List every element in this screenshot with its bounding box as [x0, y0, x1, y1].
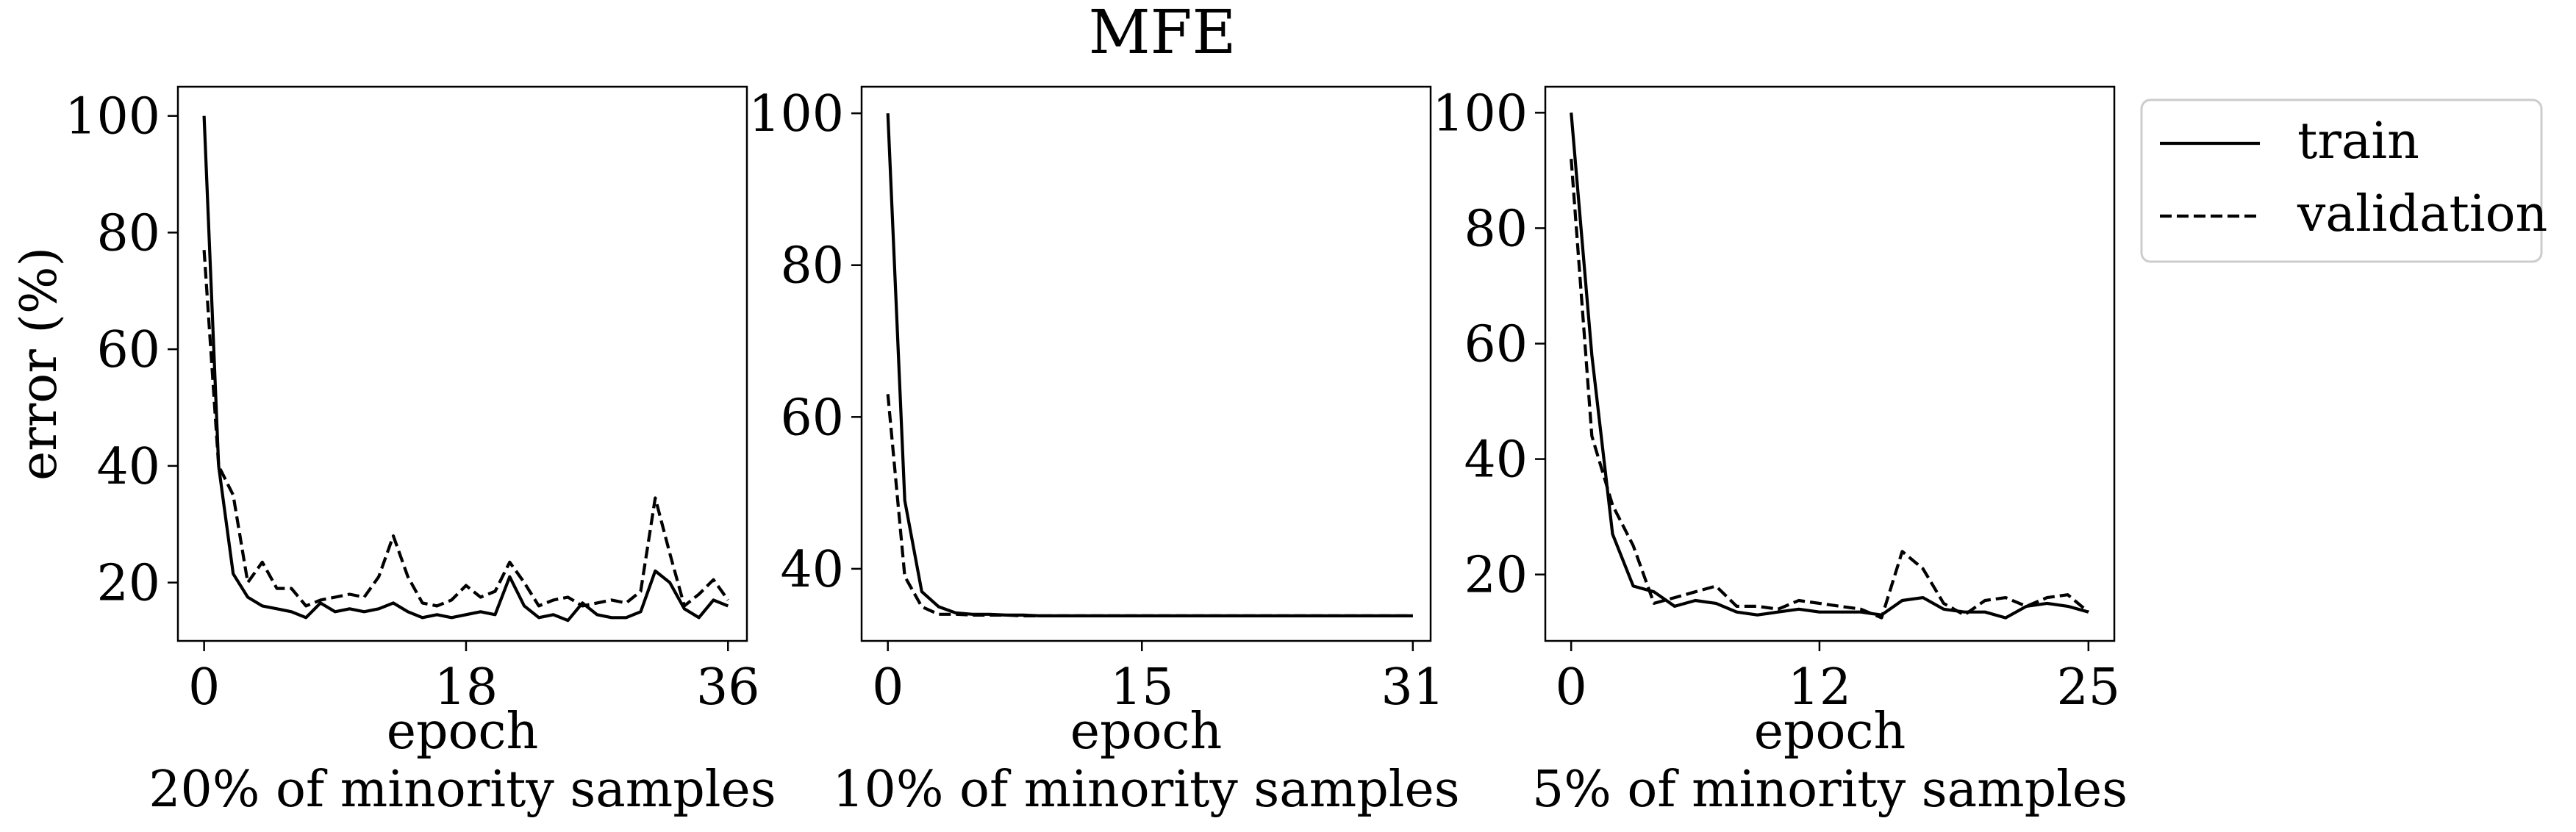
x-tick-label: 0: [872, 659, 904, 717]
x-tick-label: 31: [1381, 659, 1445, 717]
x-tick-label: 36: [696, 659, 760, 717]
y-tick-label: 60: [96, 321, 160, 379]
x-tick-label: 0: [188, 659, 220, 717]
figure-title: MFE: [1089, 0, 1237, 68]
series-train-line: [1570, 112, 2089, 620]
y-tick-label: 40: [1464, 431, 1528, 489]
x-tick-label: 18: [434, 659, 498, 717]
series-train-line: [886, 113, 1413, 618]
x-axis-label: epoch: [1070, 703, 1223, 761]
x-tick-label: 12: [1788, 659, 1852, 717]
y-tick-label: 80: [780, 237, 844, 295]
legend-train-label: train: [2297, 112, 2419, 171]
x-tick-label: 25: [2057, 659, 2121, 717]
y-tick-label: 80: [1464, 200, 1528, 258]
y-tick-label: 80: [96, 204, 160, 262]
y-tick-label: 20: [96, 555, 160, 613]
axes-frame: [1544, 85, 2116, 642]
x-tick-label: 0: [1556, 659, 1587, 717]
y-tick-label: 60: [1464, 316, 1528, 374]
legend-frame: [2140, 98, 2543, 263]
y-tick-label: 100: [65, 88, 160, 146]
series-validation-line: [1570, 159, 2090, 620]
y-tick-label: 40: [780, 541, 844, 599]
legend: train validation: [2140, 98, 2547, 263]
y-axis-label: error (%): [10, 247, 68, 481]
panel-subtitle: 5% of minority samples: [1532, 761, 2128, 819]
y-tick-label: 100: [1432, 85, 1528, 143]
series-train-line: [202, 115, 729, 623]
y-tick-label: 100: [748, 85, 844, 143]
x-tick-label: 15: [1110, 659, 1174, 717]
legend-validation-label: validation: [2297, 185, 2547, 243]
y-tick-label: 60: [780, 389, 844, 447]
axes-frame: [176, 85, 748, 642]
x-axis-label: epoch: [387, 703, 539, 761]
panel-subtitle: 20% of minority samples: [149, 761, 776, 819]
series-validation-line: [202, 250, 730, 608]
x-axis-label: epoch: [1754, 703, 1906, 761]
series-validation-line: [886, 394, 1413, 618]
axes-frame: [860, 85, 1432, 642]
y-tick-label: 20: [1464, 547, 1528, 605]
panel-subtitle: 10% of minority samples: [832, 761, 1459, 819]
y-tick-label: 40: [96, 438, 160, 496]
